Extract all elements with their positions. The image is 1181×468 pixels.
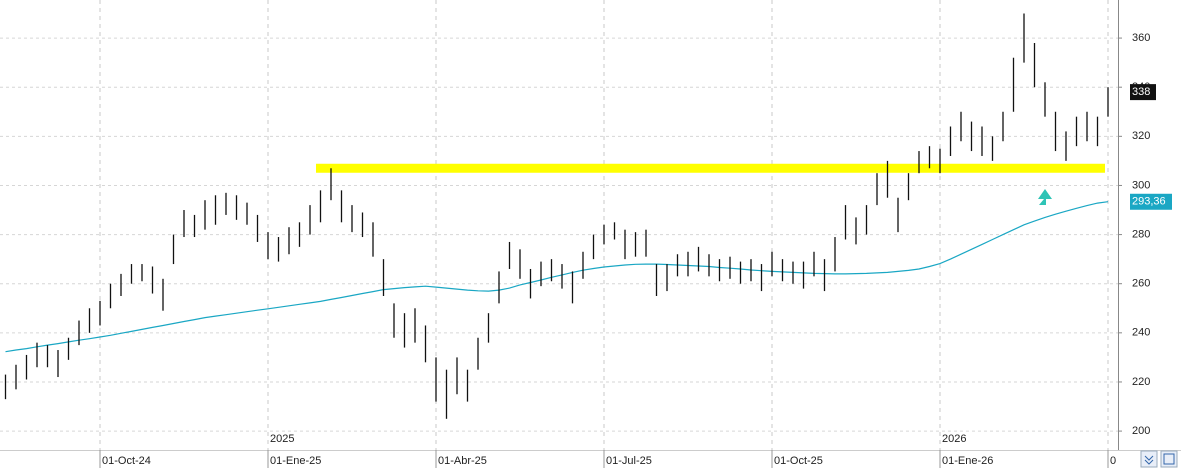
- ma-price-label: 293,36: [1132, 196, 1166, 208]
- x-tick-label: 01-Oct-24: [102, 455, 151, 467]
- y-tick-label: 320: [1132, 130, 1150, 142]
- x-tick-label: 01-Abr-25: [438, 455, 487, 467]
- last-price-label: 338: [1132, 86, 1150, 98]
- y-tick-label: 300: [1132, 179, 1150, 191]
- y-tick-label: 200: [1132, 425, 1150, 437]
- year-label: 2026: [942, 433, 966, 445]
- x-tick-label: 01-Oct-25: [774, 455, 823, 467]
- level-band: [316, 163, 1105, 173]
- save-icon: [1163, 453, 1175, 465]
- last-price-tag: [1130, 84, 1156, 101]
- ma-price-tag: [1130, 193, 1172, 210]
- x-tick-label: 01-Ene-25: [270, 455, 321, 467]
- zoom-icon: [1144, 455, 1154, 465]
- y-tick-label: 280: [1132, 228, 1150, 240]
- y-tick-label: 360: [1132, 32, 1150, 44]
- moving-average: [5, 201, 1109, 353]
- year-label: 2025: [270, 433, 294, 445]
- x-tick-label: 0: [1110, 455, 1116, 467]
- save-button[interactable]: [1160, 450, 1178, 468]
- zoom-button[interactable]: [1140, 450, 1158, 468]
- y-tick-label: 260: [1132, 278, 1150, 290]
- x-tick-label: 01-Ene-26: [942, 455, 993, 467]
- y-tick-label: 220: [1132, 376, 1150, 388]
- x-tick-label: 01-Jul-25: [606, 455, 652, 467]
- y-tick-label: 240: [1132, 327, 1150, 339]
- arrow-icon: [1038, 189, 1052, 205]
